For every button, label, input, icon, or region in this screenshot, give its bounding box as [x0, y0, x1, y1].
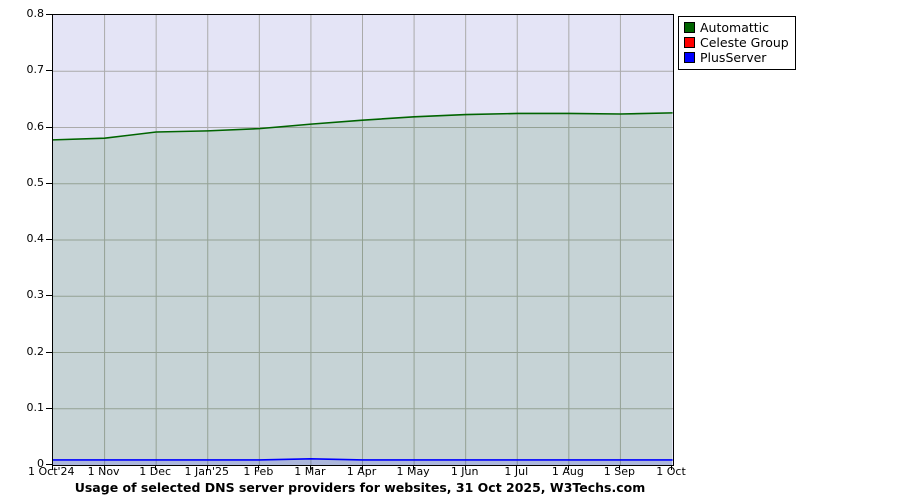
y-axis-tick-label: 0.3: [26, 288, 45, 302]
series-lines: [53, 112, 673, 465]
legend-item[interactable]: Celeste Group: [684, 35, 789, 50]
x-axis-tick-mark: [413, 465, 415, 470]
x-axis-tick-label: 1 Jun: [450, 465, 479, 478]
x-axis-tick-mark: [155, 465, 157, 470]
series-area: [53, 112, 672, 465]
x-axis-tick-mark: [103, 465, 105, 470]
x-axis-tick-mark: [671, 465, 672, 470]
x-axis-tick-label: 1 Dec: [139, 465, 172, 478]
y-axis-tick-label: 0: [37, 457, 44, 470]
x-axis-tick-mark: [258, 465, 260, 470]
y-axis-tick-mark: [46, 407, 53, 409]
legend-item[interactable]: PlusServer: [684, 50, 789, 65]
x-axis-tick-mark: [361, 465, 363, 470]
x-axis-tick-label: 1 Oct'24: [28, 465, 75, 478]
x-axis-tick-mark: [464, 465, 466, 470]
y-axis-tick-mark: [46, 464, 53, 465]
x-axis-tick-label: 1 Jan'25: [184, 465, 229, 478]
legend-item-label: Automattic: [700, 20, 770, 35]
series-line: [53, 458, 673, 461]
x-axis-tick-label: 1 May: [396, 465, 430, 478]
y-axis-tick-mark: [46, 126, 53, 128]
y-axis-tick-label: 0.8: [26, 7, 45, 20]
legend: Automattic Celeste Group PlusServer: [678, 16, 796, 70]
legend-swatch-icon: [684, 37, 695, 48]
x-axis-tick-label: 1 Oct: [656, 465, 686, 478]
x-axis-tick-label: 1 Mar: [294, 465, 326, 478]
legend-item[interactable]: Automattic: [684, 20, 789, 35]
plot-area: [52, 14, 674, 466]
x-axis-tick-mark: [516, 465, 518, 470]
x-axis-tick-label: 1 Apr: [346, 465, 377, 478]
y-axis-tick-mark: [46, 14, 53, 15]
y-axis-tick-label: 0.2: [26, 344, 45, 358]
y-axis: 0 0.1 0.2 0.3 0.4 0.5 0.6 0.7 0.8: [0, 0, 45, 500]
x-axis-tick-mark: [206, 465, 208, 470]
legend-item-label: PlusServer: [700, 50, 767, 65]
y-axis-tick-label: 0.1: [26, 400, 45, 414]
y-axis-tick-mark: [46, 351, 53, 353]
y-axis-tick-label: 0.4: [26, 232, 45, 245]
x-axis-tick-label: 1 Jul: [504, 465, 529, 478]
y-axis-tick-label: 0.5: [26, 175, 45, 189]
x-axis-tick-mark: [567, 465, 569, 470]
y-axis-tick-mark: [46, 295, 53, 297]
legend-swatch-icon: [684, 52, 695, 63]
y-axis-tick-mark: [46, 239, 53, 240]
y-axis-tick-mark: [46, 70, 53, 72]
series-line: [53, 112, 673, 141]
x-axis-tick-mark: [52, 465, 53, 470]
chart-title: Usage of selected DNS server providers f…: [74, 480, 646, 495]
y-axis-tick-label: 0.6: [26, 119, 45, 133]
legend-swatch-icon: [684, 22, 695, 33]
y-axis-tick-mark: [46, 182, 53, 184]
y-axis-tick-label: 0.7: [26, 63, 45, 77]
x-axis-tick-label: 1 Nov: [87, 465, 120, 478]
x-axis-tick-mark: [309, 465, 311, 470]
x-axis-tick-label: 1 Aug: [551, 465, 584, 478]
x-axis-tick-label: 1 Feb: [243, 465, 274, 478]
x-axis-tick-label: 1 Sep: [603, 465, 636, 478]
x-axis-tick-mark: [619, 465, 621, 470]
grid-lines: [53, 15, 673, 465]
legend-item-label: Celeste Group: [700, 35, 789, 50]
